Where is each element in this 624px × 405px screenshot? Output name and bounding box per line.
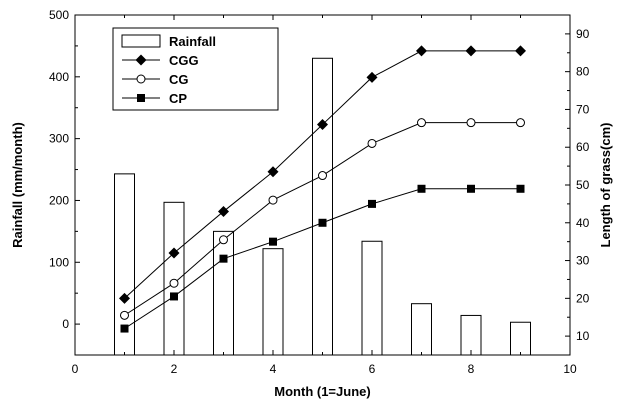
rainfall-bar-month-5 [312,57,333,356]
rainfall-bar-month-3 [213,230,234,356]
x-tick-label: 10 [563,362,577,376]
right-y-tick-label: 80 [576,65,590,79]
series-point-cp-month-8 [467,184,475,193]
series-point-cgg-month-9 [515,45,526,57]
series-point-cgg-month-4 [267,166,279,178]
x-axis-title: Month (1=June) [274,384,370,399]
left-y-tick-label: 0 [62,317,69,331]
left-y-tick-label: 400 [49,70,69,84]
right-y-tick-label: 60 [576,140,590,154]
legend-swatch-rainfall [121,34,161,48]
series-point-cgg-month-6 [366,71,378,83]
series-point-cp-month-6 [368,199,376,208]
legend: Rainfall CGG CG CP [112,27,279,111]
axes: 0 2 4 6 8 10010020030040050010203040506070809… [10,8,613,399]
rainfall-bar-month-9 [510,321,531,356]
rainfall-bar-month-8 [460,314,482,356]
legend-marker-cp [137,94,145,102]
x-tick-label: 2 [171,362,178,376]
series-point-cp-month-3 [219,254,228,263]
series-point-cgg-month-2 [168,247,180,259]
series-point-cg-month-3 [219,235,228,245]
series-point-cg-month-5 [318,171,327,181]
series-point-cp-month-7 [417,184,426,193]
series-point-cgg-month-3 [218,205,229,217]
series-point-cgg-month-7 [416,45,427,57]
left-y-tick-label: 200 [49,193,69,207]
right-y-tick-label: 20 [576,291,590,305]
rainfall-bar-month-4 [262,248,284,356]
series-point-cgg-month-8 [465,45,477,57]
rainfall-bars [114,57,531,356]
right-y-axis-title: Length of grass(cm) [598,123,613,248]
legend-label-cg: CG [169,72,189,87]
left-y-axis-title: Rainfall (mm/month) [10,122,25,248]
legend-label-rainfall: Rainfall [169,34,216,49]
x-tick-label: 6 [369,362,376,376]
rainfall-bar-month-7 [411,303,432,356]
right-y-tick-label: 30 [576,254,590,268]
right-y-tick-label: 70 [576,102,590,116]
left-y-tick-label: 500 [49,8,69,22]
series-point-cgg-month-1 [119,292,130,304]
series-point-cg-month-1 [120,310,129,320]
series-point-cg-month-2 [169,278,179,288]
legend-marker-cgg [135,54,147,66]
series-point-cp-month-2 [170,292,178,301]
legend-marker-cg [136,74,146,84]
series-point-cg-month-8 [466,118,476,128]
left-y-tick-label: 300 [49,132,69,146]
legend-label-cgg: CGG [169,53,199,68]
series-point-cp-month-9 [516,184,525,193]
series-point-cgg-month-5 [317,119,328,131]
x-tick-label: 4 [270,362,277,376]
series-point-cg-month-6 [367,138,377,148]
series-point-cg-month-7 [417,118,426,128]
x-tick-label: 8 [468,362,475,376]
legend-label-cp: CP [169,91,187,106]
right-y-tick-label: 10 [576,329,590,343]
rainfall-bar-month-6 [361,240,383,356]
series-point-cg-month-4 [268,195,278,205]
grass-length-series [119,45,526,333]
right-y-tick-label: 40 [576,216,590,230]
series-point-cp-month-5 [318,218,327,227]
right-y-tick-label: 50 [576,178,590,192]
right-y-tick-label: 90 [576,27,590,41]
series-point-cp-month-4 [269,237,277,246]
rainfall-bar-month-2 [163,201,185,356]
series-point-cg-month-9 [516,118,525,128]
x-tick-label: 0 [72,362,79,376]
left-y-tick-label: 100 [49,255,69,269]
series-point-cp-month-1 [120,324,129,333]
